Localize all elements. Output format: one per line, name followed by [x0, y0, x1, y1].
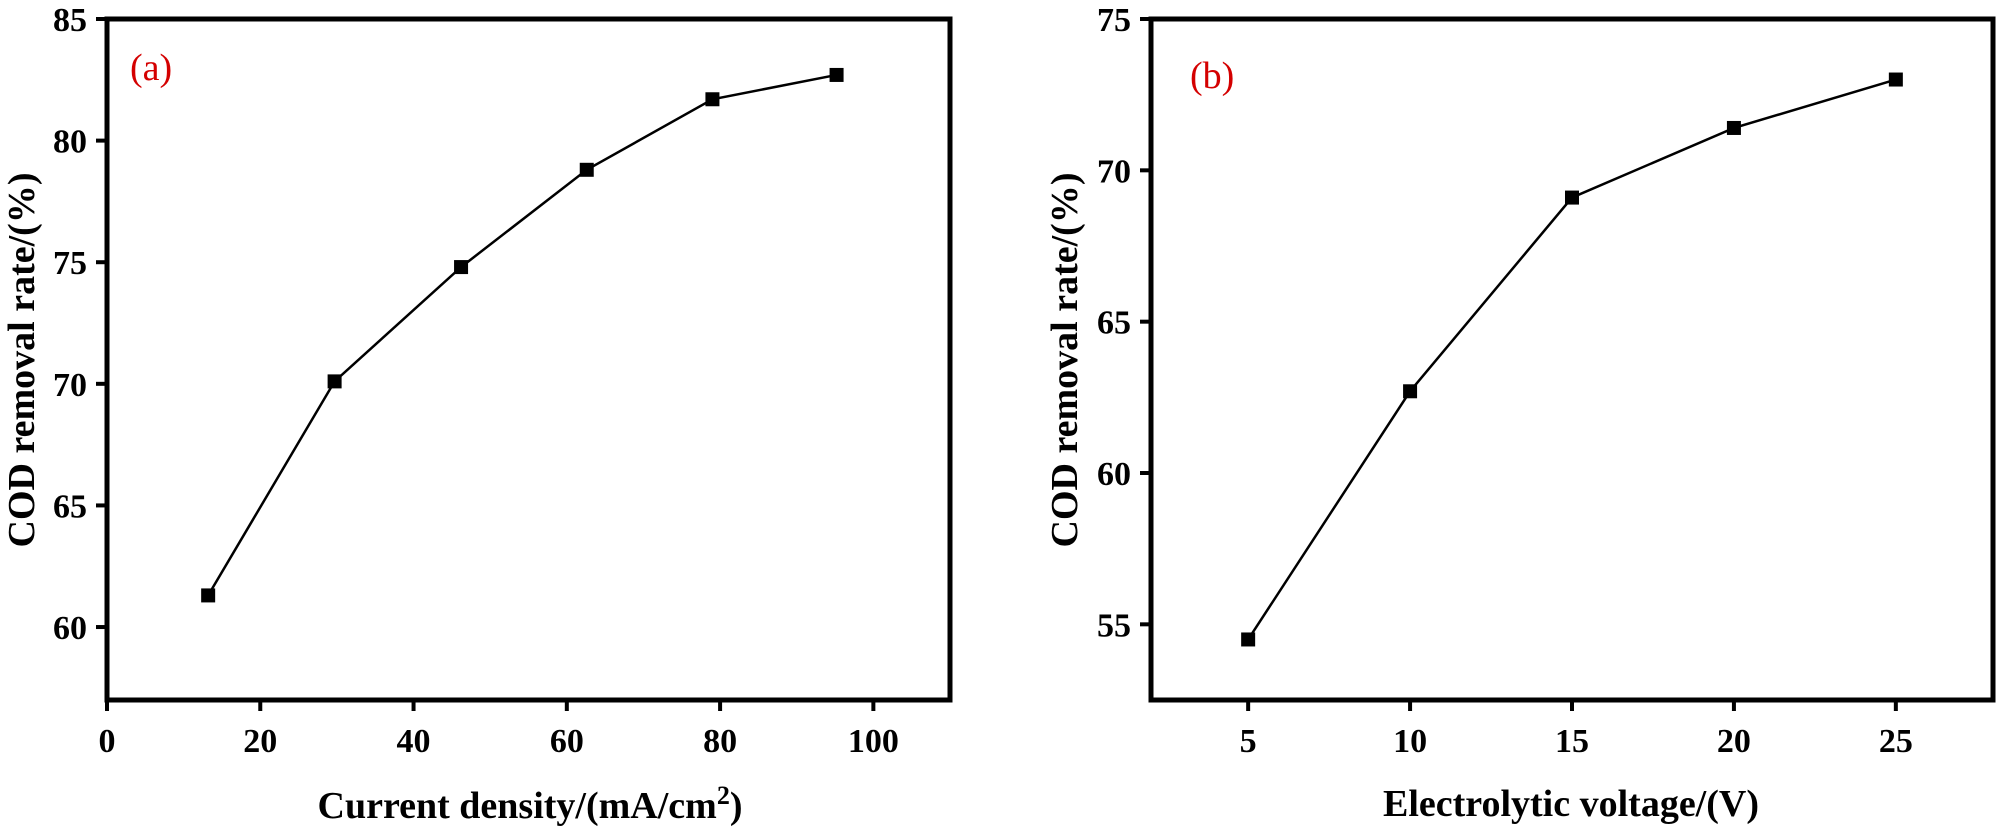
x-axis-title-main: Current density/(mA/cm: [318, 785, 717, 827]
x-ticks: 0 20 40 60 80 100: [99, 700, 899, 760]
x-tick-label: 0: [99, 723, 116, 760]
y-ticks: 55 60 65 70 75: [1097, 2, 1151, 644]
y-tick-label: 65: [1097, 305, 1131, 342]
data-point: [705, 92, 720, 107]
series: [1241, 72, 1903, 647]
y-tick-label: 65: [53, 488, 87, 525]
x-axis-title-sup: 2: [717, 781, 730, 810]
y-tick-label: 60: [1097, 456, 1131, 493]
data-point: [1403, 384, 1418, 399]
x-tick-label: 25: [1879, 723, 1913, 760]
x-axis-title: Current density/(mA/cm2): [318, 781, 743, 828]
y-tick-label: 75: [1097, 2, 1131, 39]
panel-label: (b): [1190, 55, 1234, 97]
y-tick-label: 85: [53, 2, 87, 39]
x-tick-label: 60: [550, 723, 584, 760]
y-tick-label: 75: [53, 245, 87, 282]
y-axis-title: COD removal rate/(%): [1, 173, 43, 548]
x-tick-label: 15: [1555, 723, 1589, 760]
data-point: [1565, 190, 1579, 205]
panel-label: (a): [130, 47, 172, 89]
data-point: [201, 588, 216, 603]
series: [201, 67, 844, 603]
panel-a: 0 20 40 60 80 100 60 65 70 75 80 85 (a) Current de…: [1, 2, 953, 828]
data-point: [829, 67, 844, 82]
x-tick-label: 20: [1717, 723, 1751, 760]
y-tick-label: 70: [1097, 153, 1131, 190]
series-line: [207, 73, 837, 597]
data-point: [454, 260, 469, 275]
data-point: [327, 374, 342, 389]
x-axis-title-tail: ): [730, 785, 743, 827]
x-axis-title: Electrolytic voltage/(V): [1383, 783, 1759, 825]
data-point: [1888, 72, 1903, 87]
y-tick-label: 55: [1097, 607, 1131, 644]
data-point: [1241, 632, 1256, 647]
y-tick-label: 60: [53, 610, 87, 647]
x-tick-label: 80: [703, 723, 737, 760]
y-tick-label: 70: [53, 367, 87, 404]
x-ticks: 5 10 15 20 25: [1240, 700, 1913, 760]
series-line: [1247, 78, 1897, 641]
panel-b: 5 10 15 20 25 55 60 65 70 75 (b) Electrolytic vo…: [1044, 2, 1996, 825]
data-point: [579, 162, 594, 177]
x-tick-label: 10: [1393, 723, 1427, 760]
x-tick-label: 40: [397, 723, 431, 760]
x-tick-label: 100: [848, 723, 899, 760]
y-axis-title: COD removal rate/(%): [1044, 173, 1086, 548]
x-tick-label: 20: [243, 723, 277, 760]
y-tick-label: 80: [53, 124, 87, 161]
plot-frame: [1148, 16, 1996, 703]
plot-frame: [104, 16, 953, 703]
y-ticks: 60 65 70 75 80 85: [53, 2, 107, 647]
x-tick-label: 5: [1240, 723, 1257, 760]
data-point: [1726, 120, 1741, 135]
